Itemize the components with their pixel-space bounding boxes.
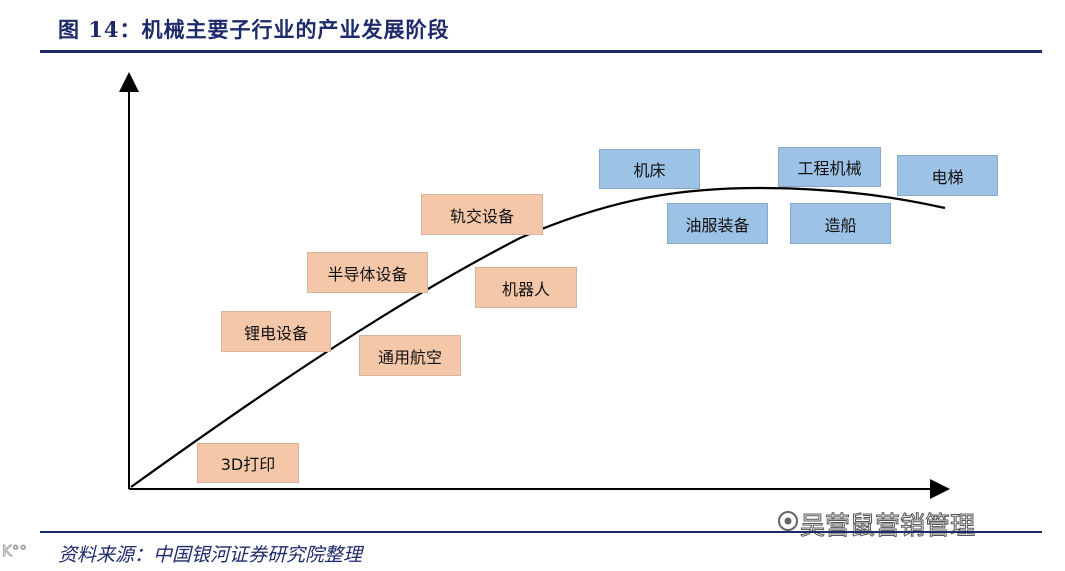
stage-box-3d-printing: 3D打印: [197, 443, 299, 483]
watermark-text: 吴营鼠营销管理: [799, 511, 976, 541]
title-rule: [40, 50, 1042, 53]
stage-box-machine-tools: 机床: [599, 149, 700, 189]
growth-curve: [130, 186, 946, 488]
stage-box-shipbuilding: 造船: [790, 203, 891, 244]
stage-box-general-aviation: 通用航空: [359, 335, 461, 376]
stage-box-construction-machinery: 工程机械: [778, 147, 881, 187]
stage-box-oilfield-equipment: 油服装备: [667, 203, 768, 244]
svg-text:K°°: K°°: [2, 542, 27, 560]
stage-box-robots: 机器人: [475, 267, 577, 308]
stage-box-rail-equipment: 轨交设备: [421, 194, 543, 235]
wechat-official-account-icon: [778, 511, 798, 531]
source-rule: [40, 531, 1042, 533]
source-note: 资料来源：中国银河证券研究院整理: [58, 544, 363, 566]
stage-box-lithium-equipment: 锂电设备: [221, 311, 331, 352]
stage-box-elevators: 电梯: [897, 155, 998, 196]
stage-box-semiconductor-equipment: 半导体设备: [307, 252, 428, 293]
figure-title: 图 14：机械主要子行业的产业发展阶段: [58, 17, 450, 42]
corner-logo-icon: K°°: [2, 542, 28, 561]
